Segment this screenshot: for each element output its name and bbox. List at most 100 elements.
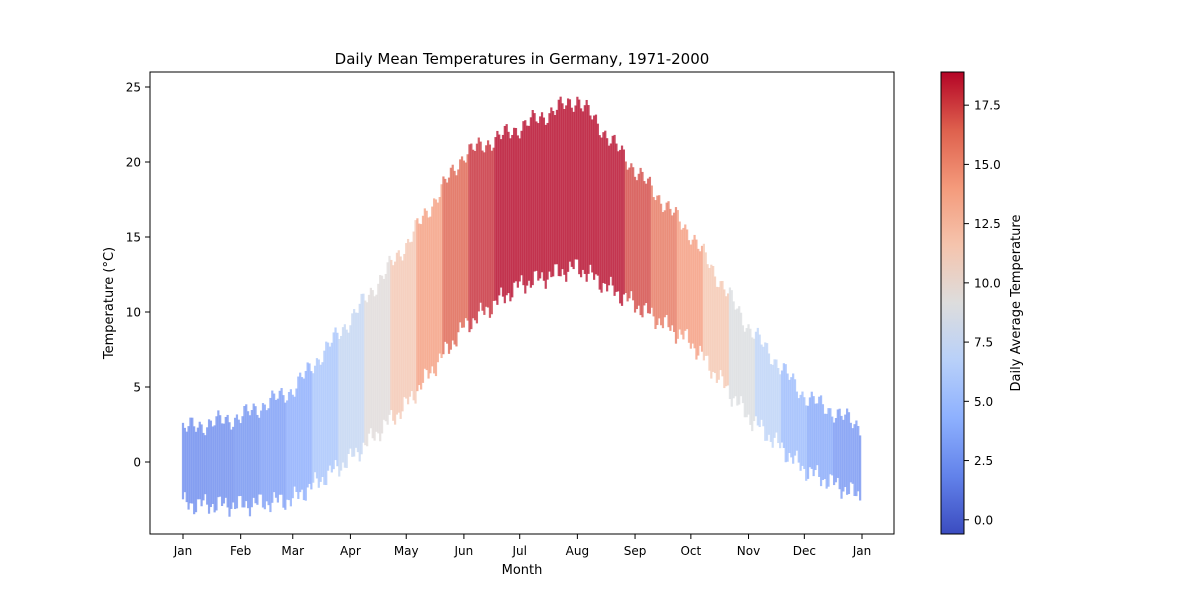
temperature-bar [643,181,646,306]
temperature-bar [734,309,737,397]
temperature-bar [254,406,257,504]
temperature-bar [816,403,819,466]
temperature-bar [351,313,354,457]
temperature-bar [678,221,681,330]
temperature-bar [553,115,557,265]
temperature-bar [728,287,732,400]
temperature-bar [323,350,326,485]
temperature-bar [827,408,830,487]
temperature-bar [819,395,823,487]
temperature-bar [505,124,508,296]
temperature-bar [801,391,804,466]
temperature-bar [360,293,363,455]
temperature-bar [295,388,298,492]
temperature-bar [561,103,564,270]
temperature-bar [617,151,620,292]
temperature-bar [315,358,319,479]
temperature-bar [676,210,679,339]
temperature-bar [751,337,754,432]
temperature-bar [760,344,763,420]
temperature-bar [680,229,683,335]
temperature-bar [375,294,378,432]
temperature-bar [591,119,594,273]
temperature-bar [276,398,279,503]
temperature-bar [565,105,568,282]
temperature-bar [490,150,493,315]
temperature-bar [466,154,469,321]
temperature-bar [717,287,720,380]
temperature-bar [782,363,785,448]
temperature-bar [851,428,854,484]
temperature-bar [583,105,586,274]
colorbar-ticks: 0.0 2.5 5.0 7.5 10.0 12.5 15.0 17.5 [964,99,1001,527]
temperature-bar [637,173,640,306]
temperature-bar [606,138,609,292]
temperature-bar [436,202,439,363]
temperature-bar [386,262,389,425]
temperature-bar [340,335,343,471]
temperature-bar [700,245,704,352]
temperature-bar [444,178,447,342]
x-tick-label: Nov [737,544,760,558]
temperature-bar [626,169,629,302]
temperature-bar [829,408,832,475]
temperature-bar [202,432,205,501]
temperature-bar [615,143,618,292]
x-tick-label: Sep [624,544,647,558]
temperature-bar [659,203,663,326]
temperature-bar [455,175,458,347]
temperature-bar [566,98,570,272]
temperature-bar [738,306,741,405]
temperature-bar [215,416,218,511]
temperature-bar [464,162,467,319]
temperature-bar [578,99,581,275]
temperature-bar [191,417,194,504]
temperature-bar [527,125,531,281]
temperature-bar [278,390,281,495]
temperature-bar [488,144,492,318]
temperature-bar [193,426,196,515]
temperature-bar [198,421,201,500]
temperature-bar [537,123,540,281]
temperature-bar [420,224,423,390]
temperature-bar [821,404,825,481]
bars-layer [181,96,862,517]
temperature-bar [658,195,661,319]
temperature-bar [587,105,590,274]
temperature-bar [483,152,486,315]
temperature-bar [477,137,480,312]
temperature-bar [825,413,828,489]
temperature-bar [284,402,287,510]
temperature-bar [712,266,715,372]
temperature-bar [559,96,562,277]
temperature-bar [356,312,359,453]
temperature-bar [579,108,583,278]
chart-title: Daily Mean Temperatures in Germany, 1971… [335,50,710,68]
temperature-bar [211,426,214,504]
temperature-bar [401,260,404,412]
y-tick-label: 10 [126,306,141,320]
temperature-bar [713,276,717,374]
temperature-bar [766,343,769,441]
colorbar-tick-label: 2.5 [974,454,993,468]
temperature-bar [235,414,239,509]
temperature-bar [304,370,307,501]
temperature-bar [555,109,559,265]
temperature-bar [669,208,672,331]
temperature-bar [568,99,572,262]
temperature-bar [665,202,668,315]
temperature-bar [280,388,283,495]
temperature-bar [753,338,756,422]
x-tick-label: Jun [454,544,474,558]
temperature-bar [539,116,542,279]
temperature-bar [496,130,499,305]
temperature-bar [200,424,203,507]
temperature-bar [258,417,261,495]
temperature-bar [570,107,573,267]
temperature-bar [338,339,341,477]
temperature-bar [369,287,372,429]
temperature-bar [529,117,532,288]
temperature-bar [600,137,603,293]
temperature-bar [425,210,428,371]
temperature-bar [814,403,817,471]
